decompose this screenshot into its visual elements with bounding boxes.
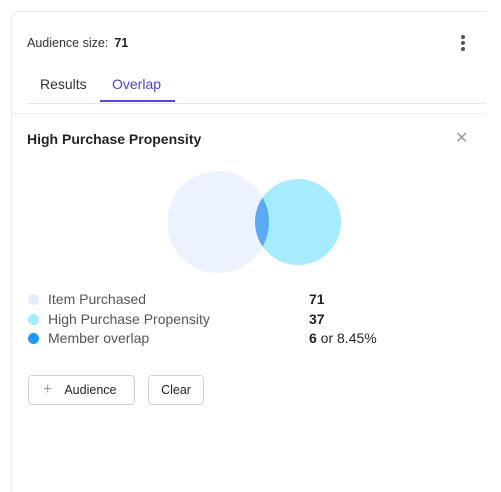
add-audience-button[interactable]: + Audience: [28, 375, 135, 405]
venn-circle-item-purchased: [168, 171, 269, 273]
overlap-panel: Audience size: 71 Results Overlap High Pu…: [11, 11, 486, 492]
legend-dot-icon: [28, 333, 39, 344]
venn-diagram: [168, 171, 341, 273]
overlap-title: High Purchase Propensity: [27, 131, 202, 147]
legend-label: High Purchase Propensity: [48, 310, 210, 327]
legend-value: 71: [309, 291, 325, 307]
tab-results[interactable]: Results: [40, 76, 87, 92]
legend-row-high-purchase-propensity: High Purchase Propensity 37: [28, 310, 408, 330]
plus-icon: +: [43, 381, 53, 398]
close-icon[interactable]: ✕: [455, 130, 469, 147]
add-audience-label: Audience: [64, 383, 117, 397]
tab-overlap[interactable]: Overlap: [112, 76, 162, 92]
venn-circle-high-purchase-propensity: [255, 179, 341, 265]
active-tab-indicator: [100, 100, 175, 102]
audience-size: Audience size: 71: [27, 36, 128, 50]
legend-label: Member overlap: [48, 330, 150, 346]
clear-button[interactable]: Clear: [148, 375, 204, 405]
audience-size-label: Audience size:: [27, 36, 109, 50]
more-options-icon[interactable]: [459, 35, 467, 53]
tab-bar: Results Overlap: [27, 76, 486, 104]
legend-dot-icon: [28, 294, 39, 305]
legend-row-member-overlap: Member overlap 6 or 8.45%: [28, 329, 408, 349]
audience-size-value: 71: [114, 36, 129, 50]
legend-dot-icon: [28, 313, 39, 325]
divider: [12, 113, 486, 114]
legend-label: Item Purchased: [48, 291, 147, 307]
legend-value: 6 or 8.45%: [309, 330, 377, 346]
legend-row-item-purchased: Item Purchased 71: [28, 290, 408, 310]
overlap-legend: Item Purchased 71 High Purchase Propensi…: [28, 290, 408, 349]
legend-value: 37: [309, 310, 325, 327]
